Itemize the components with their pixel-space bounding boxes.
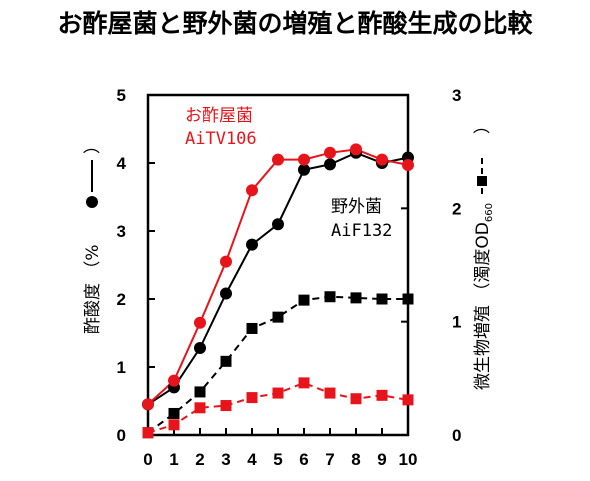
growth-point-red — [324, 387, 336, 399]
acidity-point-black — [324, 158, 336, 171]
x-tick-label: 3 — [221, 450, 230, 469]
growth-point-black — [272, 311, 284, 323]
annotation-red-name: お酢屋菌 — [185, 106, 253, 126]
acidity-point-red — [272, 153, 284, 166]
x-tick-label: 9 — [377, 450, 386, 469]
growth-point-black — [376, 293, 388, 305]
growth-point-black — [220, 355, 232, 367]
acidity-line-black — [147, 151, 409, 406]
y-left-tick-label: 4 — [117, 154, 127, 173]
y-right-tick-label: 3 — [452, 86, 461, 105]
growth-point-red — [350, 393, 362, 405]
annotation-black-strain: AiF132 — [331, 221, 392, 241]
y-left-tick-label: 1 — [117, 358, 126, 377]
y-right-tick-label: 0 — [452, 426, 461, 445]
growth-point-red — [402, 394, 414, 406]
y-right-label: 微生物増殖 （濁度OD660 ） — [473, 117, 495, 390]
y-left-tick-label: 2 — [117, 290, 126, 309]
x-tick-label: 10 — [399, 450, 418, 469]
growth-point-black — [246, 322, 258, 334]
growth-point-black — [298, 294, 310, 306]
y-left-label-text: 酢酸度 （% — [83, 244, 103, 334]
chart-title: お酢屋菌と野外菌の増殖と酢酸生成の比較 — [57, 9, 533, 38]
acidity-point-black — [272, 218, 284, 231]
series-markers — [142, 143, 414, 439]
x-tick-label: 6 — [299, 450, 308, 469]
y-right-label-text: 微生物増殖 （濁度OD660 — [473, 203, 495, 390]
y-right-ticks: 0 1 2 3 — [401, 86, 461, 445]
growth-point-red — [168, 419, 180, 431]
y-left-tick-label: 5 — [117, 86, 126, 105]
annotation-red-strain: AiTV106 — [185, 129, 257, 149]
growth-point-black — [350, 292, 362, 304]
growth-point-black — [324, 291, 336, 303]
x-tick-label: 5 — [273, 450, 282, 469]
y-left-ticks: 0 1 2 3 4 5 — [117, 86, 155, 445]
growth-point-black — [194, 386, 206, 398]
acidity-point-red — [402, 159, 414, 172]
growth-point-red — [376, 389, 388, 401]
growth-point-red — [220, 400, 232, 412]
y-right-label-close: ） — [473, 117, 493, 134]
acidity-point-red — [168, 374, 180, 387]
x-tick-label: 8 — [351, 450, 360, 469]
acidity-point-red — [376, 153, 388, 166]
acidity-point-red — [298, 153, 310, 166]
y-left-legend-marker — [86, 196, 98, 208]
growth-point-red — [272, 387, 284, 399]
acidity-point-red — [246, 184, 258, 197]
growth-line-black — [147, 295, 408, 434]
y-right-tick-label: 2 — [452, 199, 461, 218]
growth-point-red — [194, 402, 206, 414]
y-left-tick-label: 3 — [117, 222, 126, 241]
growth-point-black — [168, 407, 180, 419]
acidity-point-black — [298, 163, 310, 176]
x-tick-label: 1 — [169, 450, 178, 469]
x-tick-label: 4 — [247, 450, 257, 469]
acidity-point-black — [220, 287, 232, 300]
acidity-point-black — [194, 341, 206, 354]
growth-point-red — [298, 377, 310, 389]
x-tick-label: 7 — [325, 450, 334, 469]
y-left-tick-label: 0 — [117, 426, 126, 445]
y-left-label-close: ） — [83, 137, 103, 154]
acidity-point-red — [220, 255, 232, 268]
acidity-point-red — [324, 146, 336, 159]
y-left-label: 酢酸度 （% ） — [83, 137, 103, 334]
x-tick-label: 0 — [143, 450, 152, 469]
y-right-label-sub: 660 — [484, 203, 495, 222]
acidity-point-red — [142, 398, 154, 411]
acidity-point-red — [194, 316, 206, 329]
y-right-tick-label: 1 — [452, 313, 461, 332]
growth-point-black — [402, 293, 414, 305]
x-tick-label: 2 — [195, 450, 204, 469]
annotation-black-name: 野外菌 — [331, 197, 382, 217]
growth-point-red — [246, 392, 258, 404]
acidity-point-red — [350, 143, 362, 156]
y-right-legend-marker — [477, 176, 487, 186]
y-right-label-main: 微生物増殖 （濁度OD — [473, 222, 493, 390]
growth-point-red — [142, 427, 154, 439]
acidity-point-black — [246, 238, 258, 251]
